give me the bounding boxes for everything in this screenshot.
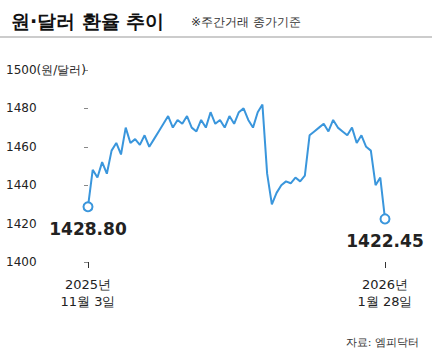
svg-text:1422.45: 1422.45 [346,231,423,251]
svg-text:1460: 1460 [6,140,37,154]
svg-text:1480: 1480 [6,101,37,115]
svg-text:※주간거래 종가기준: ※주간거래 종가기준 [191,15,301,29]
svg-text:1420: 1420 [6,217,37,231]
svg-text:1500(원/달러): 1500(원/달러) [6,63,86,77]
svg-text:1400: 1400 [6,255,37,269]
svg-text:11월 3일: 11월 3일 [61,294,116,309]
svg-text:1월 28일: 1월 28일 [358,294,413,309]
svg-text:1428.80: 1428.80 [49,219,127,239]
svg-text:자료: 엠피닥터: 자료: 엠피닥터 [346,336,419,349]
svg-text:1440: 1440 [6,178,37,192]
svg-text:2026년: 2026년 [362,277,408,292]
svg-text:2025년: 2025년 [65,277,111,292]
svg-text:원·달러 환율 추이: 원·달러 환율 추이 [11,10,164,32]
